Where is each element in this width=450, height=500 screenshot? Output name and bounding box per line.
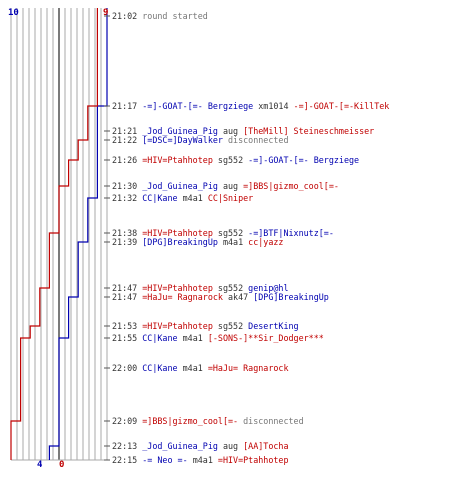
event-row: 21:26 =HIV=Ptahhotep sg552 -=]-GOAT-[=- … (112, 155, 359, 165)
blue-player: -= Neo =- (142, 455, 188, 465)
event-text: ak47 (222, 292, 254, 302)
blue-player: CC|Kane (142, 363, 178, 373)
blue-player: CC|Kane (142, 193, 178, 203)
red-player: =HaJu= Ragnarock (207, 363, 289, 373)
red-player: -=]-GOAT-[=-KillTek (293, 101, 390, 111)
event-time: 21:47 (112, 292, 143, 302)
blue-player: -=]-GOAT-[=- Bergziege (142, 101, 254, 111)
event-text: sg552 (212, 283, 249, 293)
event-row: 21:21 _Jod_Guinea_Pig aug [TheMill] Stei… (112, 126, 374, 136)
red-player: =]BBS|gizmo_cool[=- (243, 181, 339, 191)
blue-player: -=]BTF|Nixnutz[=- (248, 228, 334, 238)
event-row: 21:02 round started (112, 11, 208, 21)
event-row: 21:53 =HIV=Ptahhotep sg552 DesertKing (112, 321, 299, 331)
event-text: sg552 (212, 321, 249, 331)
event-text: xm1014 (253, 101, 294, 111)
event-row: 21:22 [=DSC=]DayWalker disconnected (112, 135, 289, 145)
event-time: 21:21 (112, 126, 143, 136)
event-row: 22:00 CC|Kane m4a1 =HaJu= Ragnarock (112, 363, 289, 373)
event-row: 21:47 =HIV=Ptahhotep sg552 genip@hl (112, 283, 289, 293)
event-text: m4a1 (177, 193, 208, 203)
event-row: 21:30 _Jod_Guinea_Pig aug =]BBS|gizmo_co… (112, 181, 339, 191)
blue-team-line (48, 8, 108, 460)
event-time: 21:47 (112, 283, 143, 293)
event-time: 22:09 (112, 416, 143, 426)
bottom-blue-label: 4 (37, 460, 43, 470)
event-time: 21:30 (112, 181, 143, 191)
red-player: [TheMill] Steineschmeisser (243, 126, 375, 136)
blue-player: genip@hl (248, 283, 289, 293)
red-player: cc|yazz (248, 237, 284, 247)
red-player: [-SONS-]**Sir_Dodger*** (207, 333, 324, 343)
blue-player: _Jod_Guinea_Pig (142, 181, 218, 191)
top-left-label: 10 (8, 8, 19, 18)
event-row: 21:32 CC|Kane m4a1 CC|Sniper (112, 193, 253, 203)
blue-player: DesertKing (248, 321, 299, 331)
blue-player: [=DSC=]DayWalker (142, 135, 223, 145)
red-player: =HIV=Ptahhotep (142, 228, 213, 238)
event-time: 21:17 (112, 101, 143, 111)
red-player: =HIV=Ptahhotep (217, 455, 289, 465)
event-time: 21:39 (112, 237, 143, 247)
event-text: aug (217, 181, 244, 191)
event-time: 21:55 (112, 333, 143, 343)
event-row: 21:47 =HaJu= Ragnarock ak47 [DPG]Breakin… (112, 292, 329, 302)
red-player: =HIV=Ptahhotep (142, 155, 213, 165)
event-time: 21:32 (112, 193, 143, 203)
event-row: 22:13 _Jod_Guinea_Pig aug [AA]Tocha (112, 441, 289, 451)
event-time: 22:15 (112, 455, 143, 465)
event-text: m4a1 (187, 455, 218, 465)
red-player: CC|Sniper (207, 193, 254, 203)
event-time: 22:00 (112, 363, 143, 373)
event-row: 21:17 -=]-GOAT-[=- Bergziege xm1014 -=]-… (112, 101, 389, 111)
blue-player: -=]-GOAT-[=- Bergziege (248, 155, 360, 165)
event-time: 21:38 (112, 228, 143, 238)
event-time: 21:22 (112, 135, 143, 145)
red-player: =HaJu= Ragnarock (142, 292, 223, 302)
blue-player: _Jod_Guinea_Pig (142, 441, 218, 451)
blue-player: _Jod_Guinea_Pig (142, 126, 218, 136)
event-text: sg552 (212, 228, 249, 238)
red-team-line (10, 8, 98, 460)
team-alive-graph: 10 9 4 0 (8, 8, 110, 470)
blue-player: CC|Kane (142, 333, 178, 343)
event-text: disconnected (222, 135, 289, 145)
red-player: =HIV=Ptahhotep (142, 321, 213, 331)
event-text: disconnected (238, 416, 304, 426)
graph-grid (10, 8, 108, 461)
event-row: 21:39 [DPG]BreakingUp m4a1 cc|yazz (112, 237, 283, 247)
event-row: 21:38 =HIV=Ptahhotep sg552 -=]BTF|Nixnut… (112, 228, 334, 238)
event-row: 22:09 =]BBS|gizmo_cool[=- disconnected (112, 416, 304, 426)
event-text: m4a1 (177, 363, 208, 373)
event-time: 21:26 (112, 155, 143, 165)
event-text: m4a1 (217, 237, 249, 247)
event-text: aug (217, 126, 244, 136)
red-player: [AA]Tocha (243, 441, 289, 451)
event-time: 21:02 (112, 11, 143, 21)
bottom-red-label: 0 (59, 460, 64, 470)
event-time: 21:53 (112, 321, 143, 331)
blue-player: [DPG]BreakingUp (142, 237, 218, 247)
top-right-label: 9 (103, 8, 108, 18)
graph-lines (10, 8, 110, 461)
event-text: aug (217, 441, 244, 451)
red-player: =]BBS|gizmo_cool[=- (142, 416, 239, 426)
red-player: =HIV=Ptahhotep (142, 283, 213, 293)
event-text: m4a1 (177, 333, 208, 343)
event-text: round started (142, 11, 208, 21)
event-row: 21:55 CC|Kane m4a1 [-SONS-]**Sir_Dodger*… (112, 333, 324, 343)
event-time: 22:13 (112, 441, 143, 451)
event-text: sg552 (212, 155, 249, 165)
event-row: 22:15 -= Neo =- m4a1 =HIV=Ptahhotep (112, 455, 289, 465)
blue-player: [DPG]BreakingUp (253, 292, 329, 302)
